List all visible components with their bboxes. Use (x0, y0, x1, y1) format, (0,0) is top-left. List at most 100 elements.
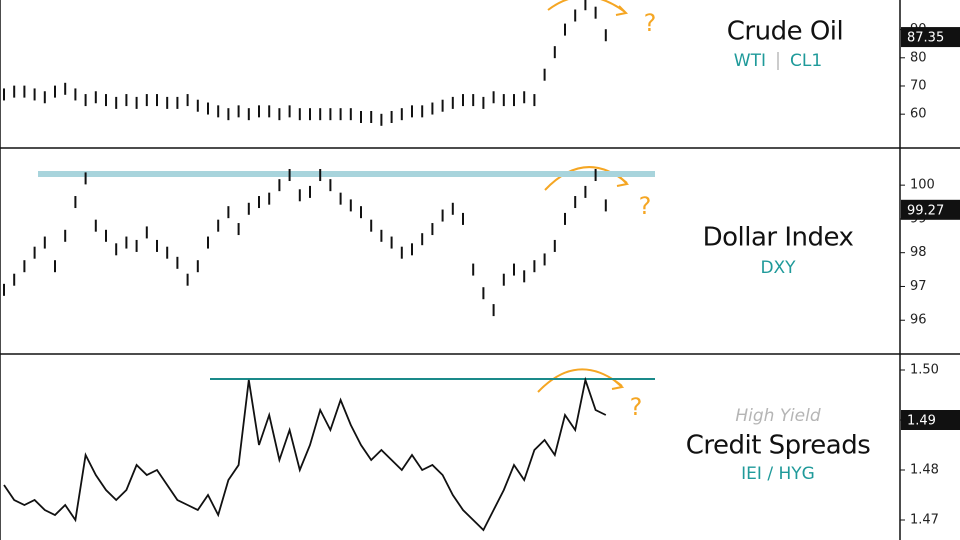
price-bar (349, 108, 352, 121)
price-bar (217, 219, 220, 232)
y-tick-label: 80 (910, 50, 927, 65)
price-bar (74, 196, 77, 209)
price-bar (451, 202, 454, 215)
price-bar (513, 94, 515, 107)
price-bar (186, 273, 189, 286)
price-bar (237, 223, 240, 236)
price-bar (3, 88, 5, 101)
price-bar (502, 273, 505, 286)
price-bar (431, 223, 434, 236)
price-bar (309, 185, 311, 198)
last-value-label: 87.35 (907, 31, 944, 46)
price-bar (360, 206, 362, 219)
price-bar (115, 96, 118, 109)
y-tick-label: 1.48 (910, 463, 939, 478)
price-bar (3, 283, 5, 296)
price-bar (33, 88, 36, 101)
price-bar (380, 229, 383, 242)
price-bar (84, 172, 87, 185)
price-bar (319, 108, 322, 121)
annotation: ? (639, 192, 652, 220)
price-bar (196, 99, 199, 112)
price-bar (227, 108, 230, 121)
price-bar (54, 260, 56, 273)
price-bar (125, 94, 128, 107)
price-bar (482, 96, 485, 109)
y-tick-label: 1.50 (910, 363, 939, 378)
price-bar (564, 23, 566, 36)
price-bar (502, 94, 505, 107)
price-bar (298, 108, 301, 121)
price-bar (207, 102, 209, 115)
price-bar (533, 94, 536, 107)
panel-title: Crude Oil (727, 17, 844, 47)
price-bar (207, 236, 209, 249)
price-bar (268, 192, 271, 205)
price-bar (247, 108, 250, 121)
price-bar (492, 304, 495, 317)
price-bar (329, 108, 332, 121)
last-value-label: 1.49 (907, 414, 936, 429)
price-bar (441, 209, 444, 222)
price-bar (421, 233, 424, 246)
arrow-head (611, 379, 625, 390)
panel-subtitle: CL1 (790, 51, 822, 71)
annotation: ? (630, 393, 643, 421)
price-bar (594, 169, 597, 182)
price-bar (400, 246, 403, 259)
y-tick-label: 96 (910, 313, 927, 328)
price-bar (217, 105, 220, 118)
price-bar (156, 94, 158, 107)
price-bar (472, 94, 475, 107)
price-bar (298, 189, 301, 202)
price-bar (492, 91, 495, 104)
price-bar (278, 108, 281, 121)
price-bar (462, 94, 464, 107)
arrow-head (616, 176, 630, 187)
price-bar (33, 246, 36, 259)
price-bar (115, 243, 118, 256)
price-bar (421, 105, 424, 118)
panel-pretitle: High Yield (735, 406, 820, 426)
arc-arrow (547, 0, 626, 13)
price-bar (237, 105, 240, 118)
price-bar (94, 91, 97, 104)
price-bar (411, 105, 413, 118)
price-bar (64, 82, 67, 95)
price-bar (135, 96, 138, 109)
last-value-label: 99.27 (907, 203, 944, 218)
price-bar (380, 113, 383, 126)
price-bar (451, 96, 454, 109)
price-bar (441, 99, 444, 112)
price-bar (196, 260, 199, 273)
price-bar (176, 256, 179, 269)
price-bar (319, 169, 322, 182)
price-bar (258, 196, 260, 209)
price-bar (533, 260, 536, 273)
price-bar (553, 239, 556, 252)
price-bar (288, 105, 291, 118)
price-bar (84, 94, 87, 107)
price-bar (288, 169, 291, 182)
price-bar (74, 88, 77, 101)
price-bar (523, 91, 526, 104)
price-bar (135, 239, 138, 252)
price-bar (390, 110, 393, 123)
price-bar (23, 260, 26, 273)
price-bar (145, 226, 148, 239)
price-bar (268, 105, 271, 118)
price-bar (247, 202, 250, 215)
y-tick-label: 70 (910, 78, 927, 93)
price-bar (462, 212, 464, 225)
y-tick-label: 100 (910, 178, 935, 193)
price-bar (584, 185, 587, 198)
panel-title: Dollar Index (703, 223, 854, 253)
price-bar (523, 270, 526, 283)
price-bar (339, 108, 342, 121)
price-bar (553, 46, 556, 59)
panel-title: Credit Spreads (686, 431, 871, 461)
price-bar (349, 199, 352, 212)
price-bar (64, 229, 67, 242)
price-bar (513, 263, 515, 276)
